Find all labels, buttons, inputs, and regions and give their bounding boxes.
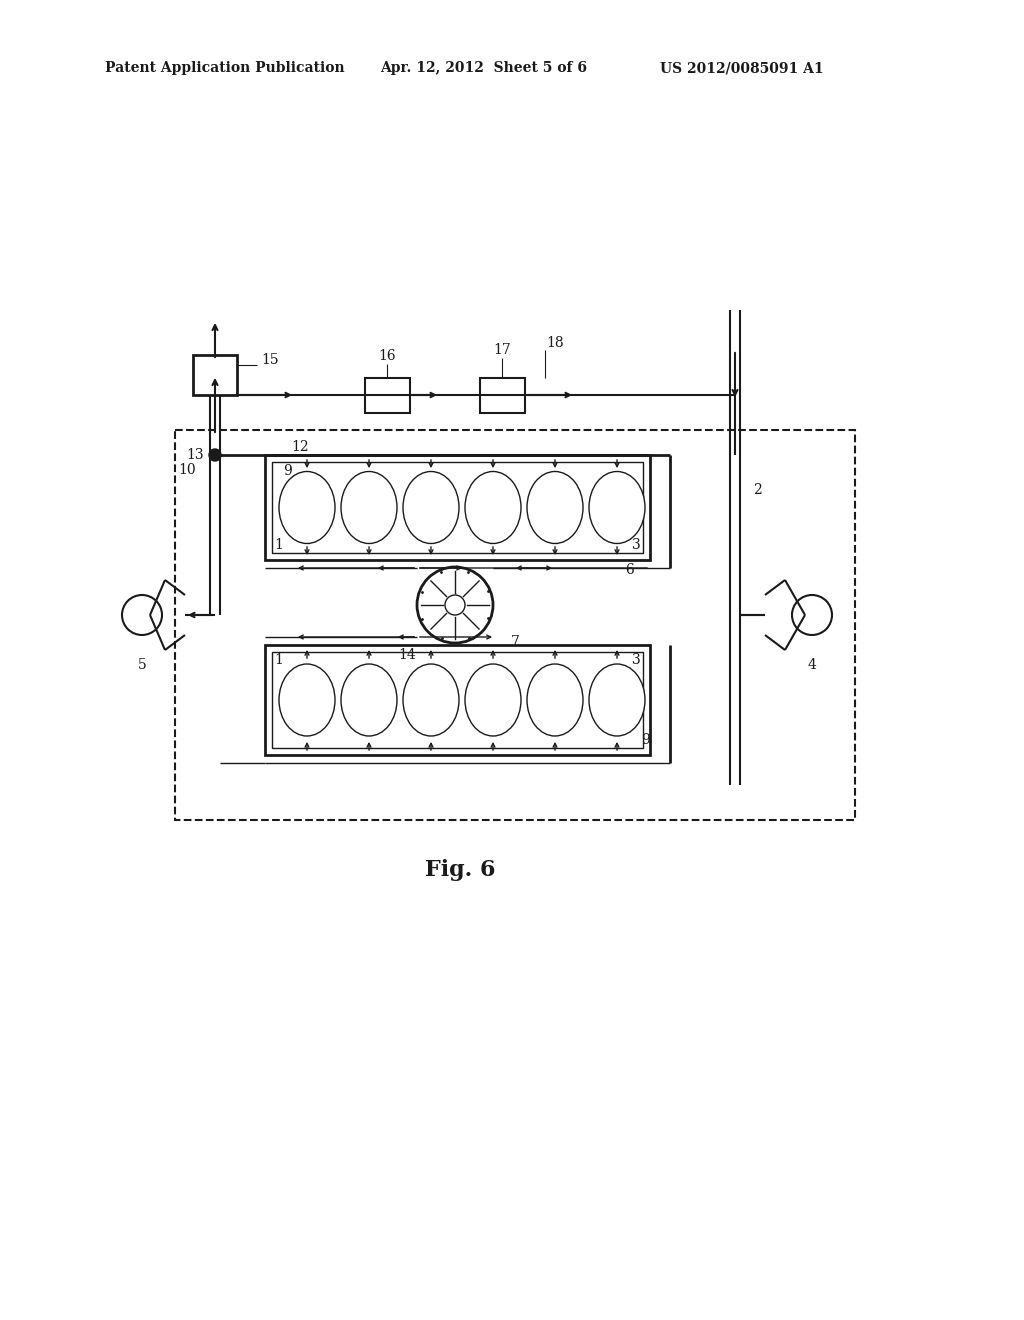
- Bar: [265, 455, 650, 560]
- Text: 3: 3: [632, 539, 640, 552]
- Bar: [365, 378, 410, 413]
- Text: 1: 1: [274, 653, 284, 667]
- Text: 1: 1: [274, 539, 284, 552]
- Bar: [193, 355, 237, 395]
- Text: 14: 14: [398, 648, 416, 663]
- Bar: [272, 652, 643, 748]
- Ellipse shape: [403, 664, 459, 737]
- Circle shape: [445, 595, 465, 615]
- Ellipse shape: [341, 664, 397, 737]
- Text: Fig. 6: Fig. 6: [425, 859, 496, 880]
- Ellipse shape: [527, 471, 583, 544]
- Text: US 2012/0085091 A1: US 2012/0085091 A1: [660, 61, 823, 75]
- Bar: [265, 645, 650, 755]
- Ellipse shape: [589, 664, 645, 737]
- Text: 7: 7: [511, 635, 519, 649]
- Text: 2: 2: [753, 483, 762, 498]
- Bar: [175, 430, 855, 820]
- Text: 9: 9: [641, 733, 649, 747]
- Circle shape: [209, 449, 221, 461]
- Ellipse shape: [279, 471, 335, 544]
- Text: 13: 13: [186, 447, 204, 462]
- Text: 4: 4: [808, 657, 816, 672]
- Text: 12: 12: [291, 440, 309, 454]
- Ellipse shape: [465, 664, 521, 737]
- Bar: [480, 378, 525, 413]
- Text: 6: 6: [626, 564, 635, 577]
- Ellipse shape: [341, 471, 397, 544]
- Bar: [272, 462, 643, 553]
- Text: 15: 15: [261, 352, 279, 367]
- Text: Apr. 12, 2012  Sheet 5 of 6: Apr. 12, 2012 Sheet 5 of 6: [380, 61, 587, 75]
- Text: Patent Application Publication: Patent Application Publication: [105, 61, 345, 75]
- Circle shape: [417, 568, 493, 643]
- Ellipse shape: [589, 471, 645, 544]
- Text: 17: 17: [494, 343, 511, 356]
- Ellipse shape: [279, 664, 335, 737]
- Text: 9: 9: [283, 465, 292, 478]
- Text: 18: 18: [546, 337, 564, 350]
- Circle shape: [792, 595, 831, 635]
- Text: 16: 16: [378, 348, 396, 363]
- Text: 5: 5: [137, 657, 146, 672]
- Ellipse shape: [403, 471, 459, 544]
- Ellipse shape: [465, 471, 521, 544]
- Ellipse shape: [527, 664, 583, 737]
- Text: 10: 10: [178, 463, 196, 477]
- Circle shape: [122, 595, 162, 635]
- Text: 3: 3: [632, 653, 640, 667]
